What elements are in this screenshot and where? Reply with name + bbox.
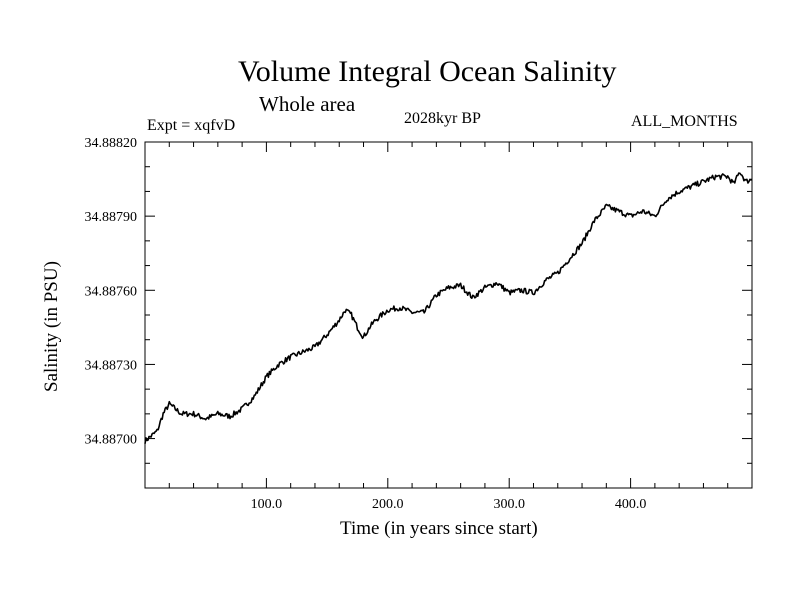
chart-subtitle: Whole area <box>259 92 356 116</box>
chart-title: Volume Integral Ocean Salinity <box>238 55 617 88</box>
salinity-series-line <box>144 172 753 444</box>
months-label: ALL_MONTHS <box>631 113 738 130</box>
tick-labels: 34.88700 34.88730 34.88760 34.88790 34.88820… <box>85 136 647 512</box>
y-tick-label: 34.88760 <box>85 284 138 299</box>
experiment-label: Expt = xqfvD <box>147 117 236 134</box>
x-tick-label: 200.0 <box>372 497 404 512</box>
y-tick-label: 34.88790 <box>85 210 138 225</box>
axis-ticks <box>144 141 753 489</box>
y-tick-label: 34.88700 <box>85 433 138 448</box>
x-axis-label: Time (in years since start) <box>340 518 538 539</box>
x-tick-label: 400.0 <box>615 497 647 512</box>
period-label: 2028kyr BP <box>404 110 481 127</box>
y-tick-label: 34.88820 <box>85 136 138 151</box>
y-tick-label: 34.88730 <box>85 358 138 373</box>
x-tick-label: 300.0 <box>493 497 525 512</box>
plot-frame <box>144 141 753 489</box>
x-tick-label: 100.0 <box>251 497 283 512</box>
